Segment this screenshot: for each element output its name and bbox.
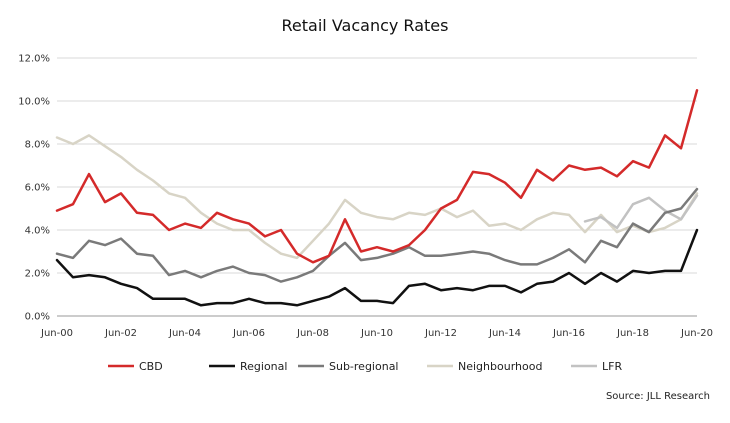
y-tick-label: 6.0% bbox=[25, 183, 50, 194]
series-line-regional bbox=[55, 228, 699, 307]
legend-label-lfr: LFR bbox=[602, 360, 622, 373]
legend-label-regional: Regional bbox=[240, 360, 287, 373]
x-tick-label: Jun-06 bbox=[232, 328, 265, 339]
chart-title: Retail Vacancy Rates bbox=[282, 16, 449, 35]
source-note: Source: JLL Research bbox=[606, 391, 710, 402]
legend: CBD Regional Sub-regional Neighbourhood LFR bbox=[108, 360, 622, 373]
y-tick-label: 12.0% bbox=[18, 54, 50, 65]
x-tick-label: Jun-00 bbox=[40, 328, 73, 339]
series-line-sub-regional bbox=[55, 187, 699, 283]
x-tick-label: Jun-08 bbox=[296, 328, 329, 339]
series-line-lfr bbox=[583, 194, 699, 230]
x-tick-label: Jun-12 bbox=[424, 328, 457, 339]
x-axis-tick-labels: Jun-00 Jun-02 Jun-04 Jun-06 Jun-08 Jun-10 Jun-… bbox=[40, 328, 713, 339]
y-tick-label: 0.0% bbox=[25, 312, 50, 323]
y-tick-label: 2.0% bbox=[25, 269, 50, 280]
legend-label-neighbourhood: Neighbourhood bbox=[458, 360, 542, 373]
y-axis-tick-labels: 0.0% 2.0% 4.0% 6.0% 8.0% 10.0% 12.0% bbox=[18, 54, 50, 323]
gridlines bbox=[57, 57, 697, 274]
legend-label-cbd: CBD bbox=[139, 360, 163, 373]
y-tick-label: 8.0% bbox=[25, 140, 50, 151]
x-tick-label: Jun-18 bbox=[616, 328, 649, 339]
x-tick-label: Jun-14 bbox=[488, 328, 521, 339]
y-tick-label: 10.0% bbox=[18, 97, 50, 108]
x-tick-label: Jun-02 bbox=[104, 328, 137, 339]
series-line-cbd bbox=[55, 89, 699, 264]
legend-label-sub-regional: Sub-regional bbox=[329, 360, 399, 373]
series-line-neighbourhood bbox=[55, 134, 699, 260]
x-tick-label: Jun-16 bbox=[552, 328, 585, 339]
x-tick-label: Jun-20 bbox=[680, 328, 713, 339]
x-tick-label: Jun-04 bbox=[168, 328, 201, 339]
series-lines bbox=[55, 89, 699, 307]
y-tick-label: 4.0% bbox=[25, 226, 50, 237]
x-tick-label: Jun-10 bbox=[360, 328, 393, 339]
